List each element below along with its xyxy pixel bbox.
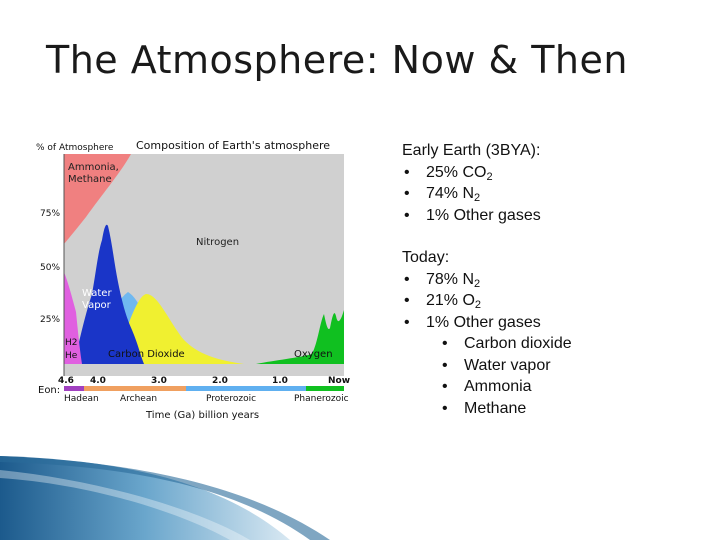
y-tick-75: 75% — [40, 209, 60, 219]
eon-hadean: Hadean — [64, 394, 99, 404]
today-heading: Today: — [402, 249, 450, 266]
water-vapor-area — [74, 224, 144, 364]
x-tick-3-0: 3.0 — [151, 376, 167, 386]
x-axis-label: Time (Ga) billion years — [145, 410, 259, 421]
methane-label-line2: Methane — [68, 174, 112, 185]
carbon-dioxide-label: Carbon Dioxide — [108, 349, 185, 360]
slide-title: The Atmosphere: Now & Then — [46, 38, 628, 82]
x-tick-now: Now — [328, 376, 350, 386]
x-tick-2-0: 2.0 — [212, 376, 228, 386]
list-item: 1% Other gases — [402, 205, 572, 227]
list-item: Carbon dioxide — [440, 333, 572, 355]
carbon-dioxide-area — [114, 294, 244, 364]
other-gases-list: Carbon dioxide Water vapor Ammonia Metha… — [402, 333, 572, 419]
y-axis-label: % of Atmosphere — [36, 143, 114, 153]
vapor-label-line2: Vapor — [82, 300, 112, 311]
y-tick-25: 25% — [40, 315, 60, 325]
decorative-swoosh — [0, 456, 330, 540]
he-label: He — [65, 351, 78, 361]
nitrogen-label: Nitrogen — [196, 237, 239, 248]
oxygen-area — [256, 310, 344, 364]
figure-title: Composition of Earth's atmosphere — [136, 139, 330, 152]
atmosphere-composition-figure: % of Atmosphere Composition of Earth's a… — [36, 132, 360, 426]
h2-he-area — [64, 272, 82, 364]
list-item: 21% O2 — [402, 290, 572, 312]
ammonia-label-line1: Ammonia, — [68, 162, 119, 173]
eon-bar-proterozoic — [186, 386, 306, 391]
ammonia-methane-area — [64, 154, 131, 244]
list-item: Methane — [440, 398, 572, 420]
eon-bar-phanerozoic — [306, 386, 344, 391]
eon-phanerozoic: Phanerozoic — [294, 394, 349, 404]
composition-text: Early Earth (3BYA): 25% CO2 74% N2 1% Ot… — [402, 140, 572, 419]
y-tick-50: 50% — [40, 263, 60, 273]
list-item: Ammonia — [440, 376, 572, 398]
eon-bar-archean — [84, 386, 186, 391]
h2-label: H2 — [65, 338, 78, 348]
oxygen-label: Oxygen — [294, 349, 333, 360]
eon-label: Eon: — [38, 385, 60, 396]
water-label-line1: Water — [82, 288, 112, 299]
list-item: 25% CO2 — [402, 162, 572, 184]
list-item: 74% N2 — [402, 183, 572, 205]
x-tick-4-6: 4.6 — [58, 376, 74, 386]
eon-archean: Archean — [120, 394, 157, 404]
list-item: Water vapor — [440, 355, 572, 377]
eon-proterozoic: Proterozoic — [206, 394, 256, 404]
early-earth-heading: Early Earth (3BYA): — [402, 142, 541, 159]
early-earth-list: 25% CO2 74% N2 1% Other gases — [402, 162, 572, 227]
list-item: 78% N2 — [402, 269, 572, 291]
list-item: 1% Other gases — [402, 312, 572, 334]
x-tick-4-0: 4.0 — [90, 376, 106, 386]
eon-bar-hadean — [64, 386, 84, 391]
today-list: 78% N2 21% O2 1% Other gases — [402, 269, 572, 334]
x-tick-1-0: 1.0 — [272, 376, 288, 386]
figure-svg: % of Atmosphere Composition of Earth's a… — [36, 139, 350, 421]
